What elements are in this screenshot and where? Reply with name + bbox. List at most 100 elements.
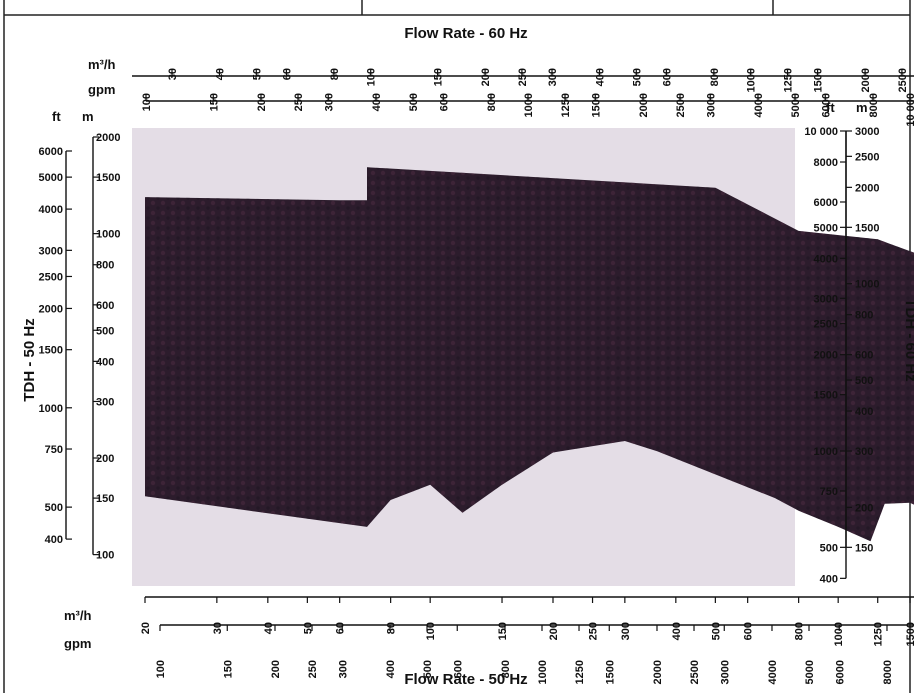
right-unit-m: m	[856, 100, 868, 115]
title-top: Flow Rate - 60 Hz	[404, 25, 527, 42]
top-gpm-tick-label: 2500	[675, 93, 687, 117]
bottom-gpm-tick-label: 3000	[719, 660, 731, 684]
bottom-m3h-tick-label: 40	[263, 622, 275, 634]
bottom-m3h-tick-label: 1250	[873, 622, 885, 646]
top-m3h-tick-label: 1000	[746, 68, 758, 92]
right-ft-tick-label: 3000	[814, 293, 838, 305]
top-m3h-tick-label: 200	[480, 68, 492, 86]
right-m-tick-label: 600	[855, 350, 873, 362]
top-gpm-tick-label: 4000	[753, 93, 765, 117]
left-m-tick-label: 1000	[96, 229, 120, 241]
right-ft-tick-label: 1000	[814, 446, 838, 458]
top-m3h-tick-label: 400	[594, 68, 606, 86]
ylabel-right: TDH - 60 Hz	[902, 298, 914, 381]
left-ft-tick-label: 500	[45, 502, 63, 514]
top-m3h-tick-label: 40	[214, 68, 226, 80]
top-m3h-tick-label: 1250	[783, 68, 795, 92]
top-m3h-tick-label: 60	[281, 68, 293, 80]
left-m-tick-label: 150	[96, 493, 114, 505]
right-ft-tick-label: 10 000	[804, 126, 838, 138]
bottom-gpm-tick-label: 1250	[574, 660, 586, 684]
right-m-tick-label: 500	[855, 375, 873, 387]
right-ft-tick-label: 5000	[814, 222, 838, 234]
bottom-gpm-tick-label: 1000	[537, 660, 549, 684]
top-m3h-tick-label: 500	[631, 68, 643, 86]
top-m3h-tick-label: 250	[517, 68, 529, 86]
left-ft-tick-label: 4000	[39, 204, 63, 216]
left-m-tick-label: 100	[96, 550, 114, 562]
left-m-tick-label: 1500	[96, 172, 120, 184]
right-ft-tick-label: 2000	[814, 350, 838, 362]
right-m-tick-label: 800	[855, 310, 873, 322]
right-m-tick-label: 300	[855, 446, 873, 458]
bottom-gpm-tick-label: 500	[422, 660, 434, 678]
bottom-m3h-tick-label: 1500	[905, 622, 914, 646]
top-gpm-tick-label: 200	[256, 93, 268, 111]
right-m-tick-label: 200	[855, 502, 873, 514]
top-m3h-tick-label: 1500	[813, 68, 825, 92]
bottom-m3h-tick-label: 200	[548, 622, 560, 640]
right-m-tick-label: 1500	[855, 222, 879, 234]
left-ft-tick-label: 5000	[39, 172, 63, 184]
bottom-m3h-tick-label: 800	[794, 622, 806, 640]
bottom-unit-m3h: m³/h	[64, 608, 92, 623]
top-unit-m3h: m³/h	[88, 57, 116, 72]
left-ft-tick-label: 400	[45, 534, 63, 546]
top-gpm-tick-label: 1000	[523, 93, 535, 117]
texture-overlay	[145, 167, 914, 542]
right-m-tick-label: 3000	[855, 126, 879, 138]
top-gpm-tick-label: 500	[408, 93, 420, 111]
right-unit-ft: ft	[826, 100, 835, 115]
top-gpm-tick-label: 600	[438, 93, 450, 111]
bottom-gpm-tick-label: 100	[155, 660, 167, 678]
bottom-m3h-tick-label: 500	[710, 622, 722, 640]
bottom-m3h-tick-label: 1000	[833, 622, 845, 646]
right-m-tick-label: 400	[855, 406, 873, 418]
bottom-m3h-tick-label: 600	[743, 622, 755, 640]
top-gpm-tick-label: 8000	[868, 93, 880, 117]
axes-layer: 30 40 50 60 80 100 150 200 250 300 400 500 600 800 100…	[39, 68, 914, 684]
bottom-gpm-tick-label: 2500	[689, 660, 701, 684]
top-m3h-tick-label: 150	[433, 68, 445, 86]
ylabel-left: TDH - 50 Hz	[21, 318, 38, 401]
right-ft-tick-label: 750	[820, 486, 838, 498]
top-gpm-tick-label: 400	[371, 93, 383, 111]
left-m-tick-label: 800	[96, 260, 114, 272]
title-bottom: Flow Rate - 50 Hz	[404, 671, 527, 688]
left-m-tick-label: 400	[96, 356, 114, 368]
left-unit-ft: ft	[52, 109, 61, 124]
right-ft-tick-label: 4000	[814, 253, 838, 265]
left-ft-tick-label: 6000	[39, 146, 63, 158]
right-ft-tick-label: 400	[820, 573, 838, 585]
bottom-m3h-tick-label: 100	[425, 622, 437, 640]
bottom-m3h-tick-label: 300	[620, 622, 632, 640]
left-m-tick-label: 600	[96, 300, 114, 312]
bottom-gpm-tick-label: 4000	[767, 660, 779, 684]
bottom-gpm-tick-label: 1500	[604, 660, 616, 684]
left-ft-tick-label: 1500	[39, 345, 63, 357]
top-gpm-tick-label: 6000	[820, 93, 832, 117]
bottom-gpm-tick-label: 150	[222, 660, 234, 678]
right-ft-tick-label: 6000	[814, 197, 838, 209]
bottom-gpm-tick-label: 300	[337, 660, 349, 678]
left-m-tick-label: 300	[96, 396, 114, 408]
bottom-gpm-tick-label: 5000	[804, 660, 816, 684]
top-gpm-tick-label: 800	[486, 93, 498, 111]
top-gpm-tick-label: 250	[293, 93, 305, 111]
right-m-tick-label: 2000	[855, 182, 879, 194]
top-gpm-tick-label: 150	[208, 93, 220, 111]
top-gpm-tick-label: 10 000	[905, 93, 914, 127]
bottom-gpm-tick-label: 600	[452, 660, 464, 678]
top-gpm-tick-label: 5000	[790, 93, 802, 117]
bottom-m3h-tick-label: 400	[671, 622, 683, 640]
left-ft-tick-label: 2000	[39, 303, 63, 315]
bottom-m3h-tick-label: 80	[386, 622, 398, 634]
left-ft-tick-label: 750	[45, 444, 63, 456]
left-ft-tick-label: 3000	[39, 245, 63, 257]
left-m-tick-label: 500	[96, 325, 114, 337]
left-ft-tick-label: 2500	[39, 271, 63, 283]
right-ft-tick-label: 1500	[814, 390, 838, 402]
coverage-texture	[145, 167, 914, 542]
bottom-m3h-tick-label: 20	[140, 622, 152, 634]
